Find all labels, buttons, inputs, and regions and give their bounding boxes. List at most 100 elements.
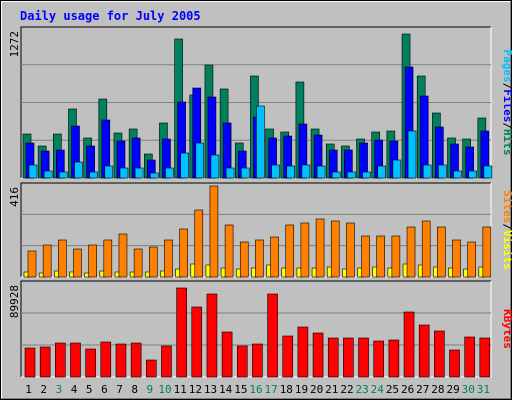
bar-sites-9: [148, 246, 158, 278]
legend-entry-hits: Hits: [501, 129, 512, 156]
legend-entry-visits: Visits: [501, 230, 512, 270]
bar-kbytes-7: [115, 343, 127, 378]
bar-sites-28: [437, 226, 446, 278]
x-tick-label-2: 2: [40, 383, 47, 396]
bar-kbytes-26: [403, 311, 415, 378]
bar-pages-5: [89, 171, 98, 179]
bar-kbytes-30: [464, 336, 475, 378]
bar-kbytes-29: [449, 349, 460, 378]
bar-kbytes-31: [479, 337, 491, 378]
bar-kbytes-4: [70, 342, 81, 378]
bar-sites-3: [58, 239, 67, 278]
legend-sep: /: [501, 83, 512, 90]
x-tick-label-9: 9: [147, 383, 154, 396]
bar-pages-4: [74, 161, 83, 179]
bar-sites-5: [88, 244, 97, 278]
x-tick-label-6: 6: [101, 383, 108, 396]
x-tick-label-11: 11: [174, 383, 187, 396]
y-max-label-kbytes: 89928: [8, 285, 21, 318]
bar-sites-27: [421, 220, 431, 278]
bar-kbytes-1: [24, 347, 36, 378]
y-max-label-hits: 1272: [8, 31, 21, 58]
x-tick-label-28: 28: [431, 383, 444, 396]
x-tick-label-7: 7: [116, 383, 123, 396]
bar-sites-6: [103, 239, 113, 278]
bar-sites-12: [194, 209, 204, 278]
bar-pages-10: [165, 167, 174, 179]
x-tick-label-16: 16: [249, 383, 262, 396]
bar-pages-9: [149, 172, 159, 179]
bar-kbytes-9: [145, 359, 157, 378]
bar-sites-13: [209, 185, 219, 278]
legend-entry-sites: Sites: [501, 190, 512, 223]
legend-sep: /: [501, 223, 512, 230]
bar-pages-31: [483, 165, 493, 179]
bar-kbytes-22: [343, 337, 354, 378]
bar-sites-19: [300, 222, 310, 278]
x-tick-label-19: 19: [295, 383, 308, 396]
y-max-label-sites: 416: [8, 187, 21, 207]
bar-pages-26: [407, 130, 417, 179]
bar-sites-4: [73, 248, 82, 278]
x-tick-label-29: 29: [446, 383, 459, 396]
x-tick-label-18: 18: [280, 383, 293, 396]
bar-kbytes-12: [191, 306, 203, 378]
bar-pages-25: [392, 159, 402, 179]
bar-pages-20: [316, 165, 326, 179]
bar-pages-7: [119, 167, 129, 179]
bar-kbytes-14: [221, 331, 233, 378]
x-tick-label-1: 1: [25, 383, 32, 396]
bar-pages-8: [134, 167, 144, 179]
bar-sites-18: [285, 224, 295, 278]
bar-kbytes-23: [358, 337, 369, 378]
bar-pages-27: [422, 164, 432, 179]
bar-kbytes-20: [312, 332, 324, 378]
bar-sites-31: [482, 226, 492, 278]
legend-entry-files: Files: [501, 89, 512, 122]
bar-pages-28: [438, 164, 447, 179]
bar-sites-26: [406, 226, 416, 278]
bar-sites-25: [391, 235, 401, 278]
bar-pages-12: [195, 142, 205, 179]
bar-sites-10: [164, 239, 173, 278]
bar-kbytes-10: [161, 345, 172, 378]
legend-label-hits: Pages/Files/Hits: [501, 50, 512, 156]
bar-kbytes-5: [85, 348, 96, 378]
bar-sites-8: [133, 248, 143, 278]
legend-entry-kbytes: KBytes: [501, 309, 512, 349]
bar-sites-22: [346, 222, 355, 278]
legend-entry-pages: Pages: [501, 50, 512, 83]
x-tick-label-27: 27: [416, 383, 429, 396]
bar-sites-20: [315, 218, 325, 278]
legend-sep: /: [501, 122, 512, 129]
x-tick-label-26: 26: [401, 383, 414, 396]
x-tick-label-20: 20: [310, 383, 323, 396]
chart-title: Daily usage for July 2005: [20, 9, 201, 23]
x-tick-label-31: 31: [477, 383, 490, 396]
bar-sites-23: [361, 235, 370, 278]
x-tick-label-10: 10: [158, 383, 171, 396]
bar-pages-21: [331, 171, 341, 179]
bar-kbytes-2: [39, 346, 51, 378]
bar-sites-16: [255, 239, 264, 278]
bar-pages-2: [43, 170, 53, 179]
bar-sites-7: [118, 233, 128, 278]
x-tick-label-4: 4: [71, 383, 78, 396]
bar-kbytes-16: [252, 343, 263, 378]
legend-label-sites: Sites/Visits: [501, 190, 512, 270]
bar-pages-30: [468, 170, 477, 179]
bar-kbytes-6: [100, 341, 112, 378]
bar-kbytes-19: [297, 326, 309, 378]
bar-kbytes-15: [236, 345, 248, 378]
bar-kbytes-17: [267, 293, 278, 378]
bar-sites-29: [452, 239, 461, 278]
bar-sites-30: [467, 241, 476, 278]
x-tick-label-30: 30: [462, 383, 475, 396]
x-tick-label-24: 24: [371, 383, 385, 396]
bar-pages-11: [180, 152, 189, 179]
x-tick-label-14: 14: [219, 383, 233, 396]
bar-pages-14: [225, 167, 235, 179]
bar-kbytes-18: [282, 335, 294, 378]
